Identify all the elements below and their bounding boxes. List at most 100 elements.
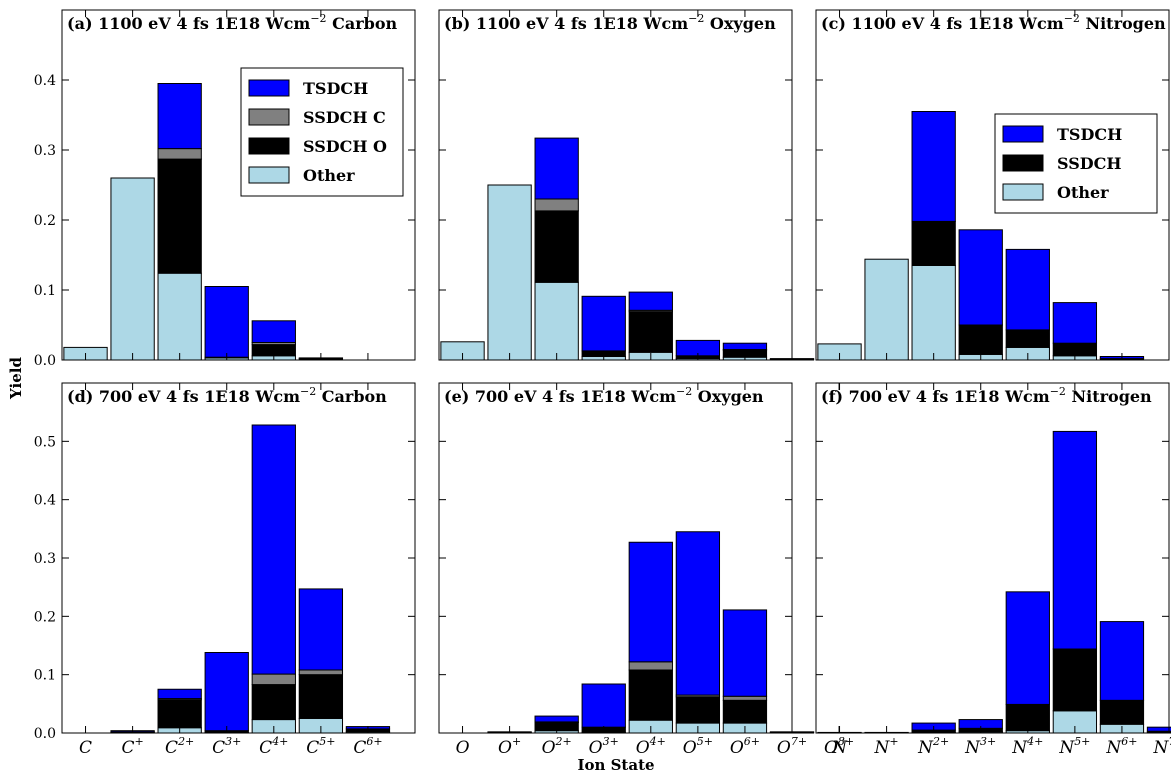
y-tick-label: 0.0 — [34, 353, 56, 369]
x-tick-label-base: N — [964, 738, 981, 758]
x-tick-label-sup: 5+ — [319, 735, 335, 748]
x-tick-label-base: C — [121, 738, 134, 758]
x-tick-label-base: O — [636, 738, 650, 758]
bar-ssdch-o-c4plus — [251, 684, 296, 721]
panel-title-suffix: Nitrogen — [1066, 387, 1152, 406]
bar-ssdch-n6plus — [1099, 699, 1145, 725]
panel-title: (b) 1100 eV 4 fs 1E18 Wcm−2 Oxygen — [444, 12, 776, 33]
legend-swatch-other — [248, 166, 290, 184]
legend-label-tsdch: TSDCH — [1057, 125, 1122, 144]
x-tick-label-base: C — [353, 738, 366, 758]
x-tick-label-n6plus: N6+ — [1105, 735, 1137, 758]
x-tick-label-sup: 2+ — [555, 735, 572, 748]
axes-frame — [61, 9, 416, 361]
x-tick-label-sup: + — [889, 735, 898, 748]
x-tick-label-sup: 8+ — [838, 735, 854, 748]
panel-title: (f) 700 eV 4 fs 1E18 Wcm−2 Nitrogen — [821, 385, 1152, 406]
bar-ssdch-o-o4plus — [628, 311, 673, 353]
y-tick-label: 0.4 — [34, 493, 56, 509]
x-tick-label-base: N — [1105, 738, 1122, 758]
x-tick-label-n7plus: N7+ — [1152, 735, 1171, 758]
bar-ssdch-o-o4plus — [628, 669, 673, 721]
panel-title-main: (f) 700 eV 4 fs 1E18 Wcm — [821, 387, 1050, 406]
legend-label-ssdch-o: SSDCH O — [303, 137, 387, 156]
chart-panel-c: (c) 1100 eV 4 fs 1E18 Wcm−2 Nitrogen TSDC… — [815, 9, 1170, 361]
legend-swatch-ssdch-o — [248, 137, 290, 155]
x-tick-label-o7plus: O7+ — [777, 735, 807, 758]
legend-label-other: Other — [303, 166, 355, 185]
x-tick-label-n3plus: N3+ — [964, 735, 996, 758]
x-tick-label-o4plus: O4+ — [636, 735, 666, 758]
bar-tsdch-c2plus — [157, 688, 202, 700]
bar-other-nplus — [864, 258, 909, 361]
panel-title-superscript: −2 — [688, 12, 704, 25]
x-tick-label-sup: 5+ — [697, 735, 713, 748]
bar-ssdch-o-c2plus — [157, 158, 202, 274]
panel-title-superscript: −2 — [1050, 385, 1066, 398]
bar-other-c2plus — [157, 272, 202, 361]
y-tick-label: 0.1 — [34, 283, 56, 299]
x-tick-label-base: O — [730, 738, 744, 758]
panel-title-main: (d) 700 eV 4 fs 1E18 Wcm — [67, 387, 300, 406]
panel-title-superscript: −2 — [300, 385, 316, 398]
bar-tsdch-o2plus — [534, 715, 579, 723]
bar-ssdch-n3plus — [958, 324, 1003, 355]
x-tick-label-base: C — [306, 738, 319, 758]
legend: TSDCH SSDCH C SSDCH O Other — [240, 67, 404, 197]
x-tick-label-sup: 5+ — [1074, 735, 1090, 748]
legend: TSDCH SSDCH Other — [994, 113, 1158, 214]
bar-ssdch-c-o6plus — [722, 695, 768, 701]
bar-ssdch-o-c5plus — [298, 674, 344, 719]
x-tick-label-sup: 3+ — [603, 735, 619, 748]
bar-ssdch-c-c4plus — [251, 673, 296, 686]
x-tick-label-sup: 3+ — [980, 735, 996, 748]
chart-panel-b: (b) 1100 eV 4 fs 1E18 Wcm−2 Oxygen — [438, 9, 815, 361]
x-tick-label-base: N — [1011, 738, 1028, 758]
bar-tsdch-c5plus — [298, 588, 344, 671]
bar-other-o2plus — [534, 281, 579, 361]
x-tick-label-oplus: O+ — [498, 735, 521, 758]
x-tick-label-sup: 6+ — [1121, 735, 1137, 748]
bar-tsdch-o3plus — [581, 295, 626, 352]
x-tick-label-o8plus: O8+ — [824, 735, 854, 758]
x-tick-label-base: O — [589, 738, 603, 758]
x-tick-label-base: C — [259, 738, 272, 758]
bar-ssdch-c-c2plus — [157, 148, 202, 160]
panel-title-suffix: Nitrogen — [1080, 14, 1166, 33]
x-tick-label-base: N — [1152, 738, 1169, 758]
y-axis-label: Yield — [7, 357, 25, 400]
x-tick-label-base: N — [917, 738, 934, 758]
legend-swatch-ssdch — [1002, 154, 1044, 172]
x-tick-label-o6plus: O6+ — [730, 735, 760, 758]
x-tick-label-c4plus: C4+ — [259, 735, 288, 758]
panel-title-superscript: −2 — [1064, 12, 1080, 25]
bar-ssdch-c-o4plus — [628, 661, 673, 671]
bar-tsdch-n2plus — [911, 111, 956, 222]
panel-title-superscript: −2 — [310, 12, 326, 25]
legend-swatch-tsdch — [248, 79, 290, 97]
bar-tsdch-n6plus — [1099, 621, 1145, 701]
x-tick-label-base: C — [165, 738, 178, 758]
x-tick-label-sup: 4+ — [271, 735, 288, 748]
x-tick-label-sup: 7+ — [791, 735, 807, 748]
y-tick-label: 0.2 — [34, 609, 56, 625]
bar-tsdch-o6plus — [722, 342, 768, 351]
x-tick-label-sup: 4+ — [1026, 735, 1043, 748]
x-tick-label-sup: 6+ — [744, 735, 760, 748]
x-tick-label-o2plus: O2+ — [542, 735, 572, 758]
x-tick-label-base: O — [777, 738, 791, 758]
bar-tsdch-o6plus — [722, 609, 768, 697]
x-tick-label-sup: 7+ — [1168, 735, 1171, 748]
x-tick-label-n2plus: N2+ — [917, 735, 949, 758]
panel-title: (d) 700 eV 4 fs 1E18 Wcm−2 Carbon — [67, 385, 387, 406]
y-tick-label: 0.2 — [34, 213, 56, 229]
x-tick-label-n5plus: N5+ — [1058, 735, 1090, 758]
bar-tsdch-n5plus — [1052, 302, 1098, 344]
bar-ssdch-o-o2plus — [534, 210, 579, 283]
x-tick-label-o5plus: O5+ — [683, 735, 713, 758]
panel-title-suffix: Carbon — [327, 14, 398, 33]
legend-swatch-ssdch-c — [248, 108, 290, 126]
chart-panel-d: 0.00.10.20.30.40.5C C+ C2+ C3+ C4+ C5+ C6+(d) … — [34, 382, 416, 758]
bar-tsdch-n4plus — [1005, 591, 1050, 705]
bar-tsdch-c4plus — [251, 320, 296, 343]
